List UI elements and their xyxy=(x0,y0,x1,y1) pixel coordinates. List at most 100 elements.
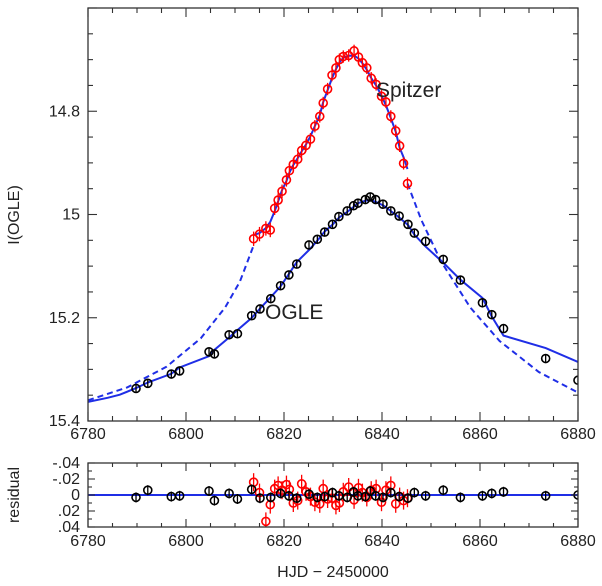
ogle-marker xyxy=(394,211,404,221)
ogle-residual-marker xyxy=(455,492,466,503)
spitzer-point xyxy=(394,139,405,153)
ogle-point xyxy=(573,375,578,386)
ogle-point xyxy=(409,228,420,238)
ogle-point xyxy=(142,378,153,389)
ogle-point xyxy=(275,280,286,291)
ogle-residual-marker xyxy=(255,493,265,504)
spitzer-marker xyxy=(381,97,391,107)
ogle-point xyxy=(246,310,257,321)
ogle-residual-point xyxy=(255,493,265,504)
ogle-point xyxy=(370,194,381,205)
ogle-marker xyxy=(360,194,371,205)
ogle-marker xyxy=(174,366,185,376)
ogle-residual-marker xyxy=(246,484,257,495)
spitzer-point xyxy=(362,61,372,75)
residual-y-tick-label: -.02 xyxy=(52,471,80,488)
x-tick-label: 6800 xyxy=(168,426,204,443)
ogle-residual-marker xyxy=(342,492,353,503)
x-tick-label: 6860 xyxy=(462,426,498,443)
ogle-residual-marker xyxy=(275,488,286,499)
ogle-residual-point xyxy=(209,495,220,506)
spitzer-marker xyxy=(254,229,265,239)
residual-plot-frame xyxy=(87,462,579,528)
y-axis-label: I(OGLE) xyxy=(6,185,23,245)
ogle-residual-marker xyxy=(386,487,396,498)
spitzer-marker xyxy=(331,63,341,73)
residual-x-tick-label: 6780 xyxy=(70,533,106,550)
spitzer-point xyxy=(310,120,320,133)
ogle-marker xyxy=(166,369,177,379)
spitzer-point xyxy=(343,49,354,62)
ogle-residual-point xyxy=(265,492,276,503)
ogle-residual-point xyxy=(246,484,257,495)
spitzer-marker xyxy=(273,195,283,205)
ogle-residual-marker xyxy=(498,486,509,497)
ogle-point xyxy=(319,227,330,237)
ogle-residual-marker xyxy=(403,493,413,504)
spitzer-marker xyxy=(362,63,372,73)
spitzer-model-dashed-right xyxy=(406,183,578,394)
ogle-point xyxy=(291,259,302,269)
ogle-residual-marker xyxy=(131,492,141,503)
residual-x-tick-label: 6840 xyxy=(364,533,400,550)
ogle-marker xyxy=(353,198,363,208)
ogle-residual-point xyxy=(455,492,466,503)
ogle-point xyxy=(365,192,376,202)
ogle-residual-point xyxy=(174,490,185,501)
spitzer-marker xyxy=(269,203,280,214)
spitzer-point xyxy=(381,95,391,109)
spitzer-residual-point xyxy=(376,493,387,512)
spitzer-marker xyxy=(394,141,405,151)
spitzer-residual-marker xyxy=(343,482,354,492)
ogle-label: OGLE xyxy=(265,301,323,324)
ogle-residual-point xyxy=(394,491,404,502)
main-plot-frame xyxy=(87,7,579,422)
ogle-residual-marker xyxy=(142,485,153,496)
ogle-residual-point xyxy=(291,493,302,504)
ogle-residual-marker xyxy=(409,487,420,498)
spitzer-marker xyxy=(277,186,287,197)
ogle-marker xyxy=(486,309,497,320)
ogle-point xyxy=(540,353,551,364)
ogle-point xyxy=(327,219,338,230)
ogle-point xyxy=(360,194,371,205)
ogle-point xyxy=(204,347,214,357)
spitzer-marker xyxy=(402,178,413,189)
spitzer-point xyxy=(402,177,413,190)
spitzer-residual-marker xyxy=(310,497,320,508)
ogle-residual-point xyxy=(438,485,449,496)
ogle-marker xyxy=(386,206,396,216)
spitzer-marker xyxy=(305,134,316,144)
residual-x-tick-label: 6880 xyxy=(560,533,596,550)
residual-x-tick-label: 6820 xyxy=(266,533,302,550)
spitzer-marker xyxy=(301,140,311,151)
spitzer-marker xyxy=(314,111,325,122)
spitzer-point xyxy=(292,153,303,166)
ogle-residual-marker xyxy=(232,494,243,504)
ogle-marker xyxy=(378,199,388,209)
ogle-residual-point xyxy=(403,493,413,504)
ogle-point xyxy=(386,206,396,216)
x-tick-label: 6880 xyxy=(560,426,596,443)
ogle-residual-point xyxy=(540,490,551,501)
ogle-marker xyxy=(204,347,214,357)
ogle-residual-marker xyxy=(540,490,551,501)
ogle-point xyxy=(209,349,220,359)
ogle-marker xyxy=(540,353,551,364)
spitzer-residual-point xyxy=(310,493,320,512)
ogle-residual-point xyxy=(420,490,431,501)
spitzer-point xyxy=(314,110,325,123)
x-axis-label: HJD − 2450000 xyxy=(277,564,389,581)
ogle-residual-point xyxy=(498,486,509,497)
ogle-residual-marker xyxy=(378,492,388,503)
data-points xyxy=(131,44,578,394)
spitzer-point xyxy=(318,96,329,110)
ogle-point xyxy=(334,211,344,222)
spitzer-marker xyxy=(327,70,337,80)
ogle-residual-point xyxy=(386,487,396,498)
ogle-point xyxy=(131,383,141,394)
spitzer-marker xyxy=(310,121,320,132)
ogle-point xyxy=(378,199,388,209)
ogle-residual-marker xyxy=(174,490,185,501)
